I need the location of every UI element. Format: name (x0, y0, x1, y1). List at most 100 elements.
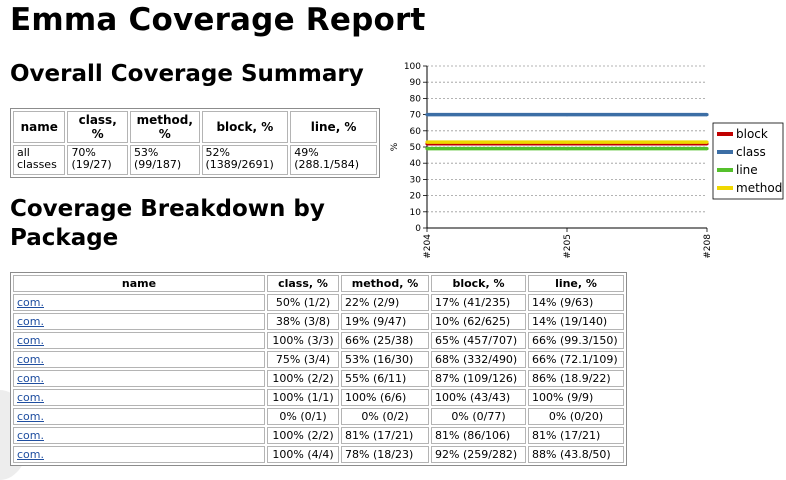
y-tick-label: 50 (410, 143, 422, 153)
breakdown-col-name: name (13, 275, 265, 292)
cell-class: 75% (3/4) (267, 351, 339, 368)
summary-row: all classes 70% (19/27) 53% (99/187) 52%… (13, 145, 377, 175)
series-point-method (705, 141, 708, 144)
table-row: com. 100% (3/3) 66% (25/38) 65% (457/707… (13, 332, 624, 349)
package-link[interactable]: com. (17, 315, 77, 328)
table-row: com. 38% (3/8) 19% (9/47) 10% (62/625) 1… (13, 313, 624, 330)
cell-method: 0% (0/2) (341, 408, 429, 425)
cell-block: 100% (43/43) (431, 389, 526, 406)
y-tick-label: 40 (410, 159, 422, 169)
breakdown-col-block: block, % (431, 275, 526, 292)
series-point-method (425, 141, 428, 144)
cell-method: 100% (6/6) (341, 389, 429, 406)
package-link[interactable]: com. (17, 296, 145, 309)
y-tick-label: 80 (410, 94, 422, 104)
cell-line: 14% (9/63) (528, 294, 624, 311)
legend-label-class: class (736, 145, 766, 159)
legend-label-line: line (736, 163, 758, 177)
package-link[interactable]: com. (17, 448, 149, 461)
series-point-line (565, 147, 568, 150)
cell-block: 92% (259/282) (431, 446, 526, 463)
cell-block: 68% (332/490) (431, 351, 526, 368)
x-tick-label: #208 (703, 234, 713, 259)
summary-col-line: line, % (290, 111, 377, 143)
table-row: com. 100% (2/2) 81% (17/21) 81% (86/106)… (13, 427, 624, 444)
cell-block: 0% (0/77) (431, 408, 526, 425)
y-tick-label: 10 (410, 208, 422, 218)
breakdown-col-class: class, % (267, 275, 339, 292)
table-row: com. 75% (3/4) 53% (16/30) 68% (332/490)… (13, 351, 624, 368)
series-point-line (425, 147, 428, 150)
cell-line: 88% (43.8/50) (528, 446, 624, 463)
cell-method: 53% (16/30) (341, 351, 429, 368)
summary-table: name class, % method, % block, % line, %… (10, 108, 380, 178)
series-point-class (565, 113, 568, 116)
cell-line: 14% (19/140) (528, 313, 624, 330)
package-link[interactable]: com. (17, 410, 261, 423)
summary-col-block: block, % (202, 111, 289, 143)
cell-class: 100% (1/1) (267, 389, 339, 406)
cell-class: 100% (2/2) (267, 427, 339, 444)
series-point-method (565, 141, 568, 144)
cell-method: 81% (17/21) (341, 427, 429, 444)
y-tick-label: 70 (410, 111, 422, 121)
summary-col-class: class, % (67, 111, 128, 143)
cell-block: 65% (457/707) (431, 332, 526, 349)
table-row: com. 100% (4/4) 78% (18/23) 92% (259/282… (13, 446, 624, 463)
table-row: com. 100% (2/2) 55% (6/11) 87% (109/126)… (13, 370, 624, 387)
summary-header-row: name class, % method, % block, % line, % (13, 111, 377, 143)
legend-label-method: method (736, 181, 782, 195)
cell-line: 66% (72.1/109) (528, 351, 624, 368)
cell-line: 86% (18.9/22) (528, 370, 624, 387)
series-point-line (705, 147, 708, 150)
summary-cell-method: 53% (99/187) (130, 145, 200, 175)
table-row: com. 0% (0/1) 0% (0/2) 0% (0/77) 0% (0/2… (13, 408, 624, 425)
cell-class: 100% (2/2) (267, 370, 339, 387)
x-tick-label: #204 (423, 234, 433, 259)
cell-block: 87% (109/126) (431, 370, 526, 387)
cell-line: 81% (17/21) (528, 427, 624, 444)
series-point-class (705, 113, 708, 116)
table-row: com. 50% (1/2) 22% (2/9) 17% (41/235) 14… (13, 294, 624, 311)
package-link[interactable]: com. (17, 334, 145, 347)
package-link[interactable]: com. (17, 353, 145, 366)
x-tick-label: #205 (563, 234, 573, 259)
cell-block: 17% (41/235) (431, 294, 526, 311)
table-row: com. 100% (1/1) 100% (6/6) 100% (43/43) … (13, 389, 624, 406)
summary-cell-class: 70% (19/27) (67, 145, 128, 175)
cell-line: 100% (9/9) (528, 389, 624, 406)
y-tick-label: 0 (415, 224, 421, 234)
y-axis-label: % (390, 142, 400, 151)
summary-col-name: name (13, 111, 65, 143)
cell-class: 50% (1/2) (267, 294, 339, 311)
cell-method: 22% (2/9) (341, 294, 429, 311)
package-link[interactable]: com. (17, 429, 169, 442)
cell-method: 66% (25/38) (341, 332, 429, 349)
package-link[interactable]: com. (17, 372, 236, 385)
legend-label-block: block (736, 127, 768, 141)
cell-line: 66% (99.3/150) (528, 332, 624, 349)
cell-class: 0% (0/1) (267, 408, 339, 425)
summary-cell-block: 52% (1389/2691) (202, 145, 289, 175)
breakdown-col-method: method, % (341, 275, 429, 292)
y-tick-label: 90 (410, 78, 422, 88)
cell-class: 38% (3/8) (267, 313, 339, 330)
y-tick-label: 20 (410, 192, 422, 202)
y-tick-label: 100 (404, 62, 421, 72)
cell-class: 100% (3/3) (267, 332, 339, 349)
series-point-class (425, 113, 428, 116)
report-title: Emma Coverage Report (10, 2, 425, 38)
cell-class: 100% (4/4) (267, 446, 339, 463)
y-tick-label: 60 (410, 127, 422, 137)
y-tick-label: 30 (410, 175, 422, 185)
summary-cell-name: all classes (13, 145, 65, 175)
summary-cell-line: 49% (288.1/584) (290, 145, 377, 175)
chart-legend: block class line method (713, 123, 783, 199)
summary-heading: Overall Coverage Summary (10, 60, 364, 89)
cell-method: 19% (9/47) (341, 313, 429, 330)
breakdown-heading: Coverage Breakdown by Package (10, 195, 370, 253)
summary-col-method: method, % (130, 111, 200, 143)
cell-block: 81% (86/106) (431, 427, 526, 444)
package-link[interactable]: com. (17, 391, 223, 404)
cell-line: 0% (0/20) (528, 408, 624, 425)
